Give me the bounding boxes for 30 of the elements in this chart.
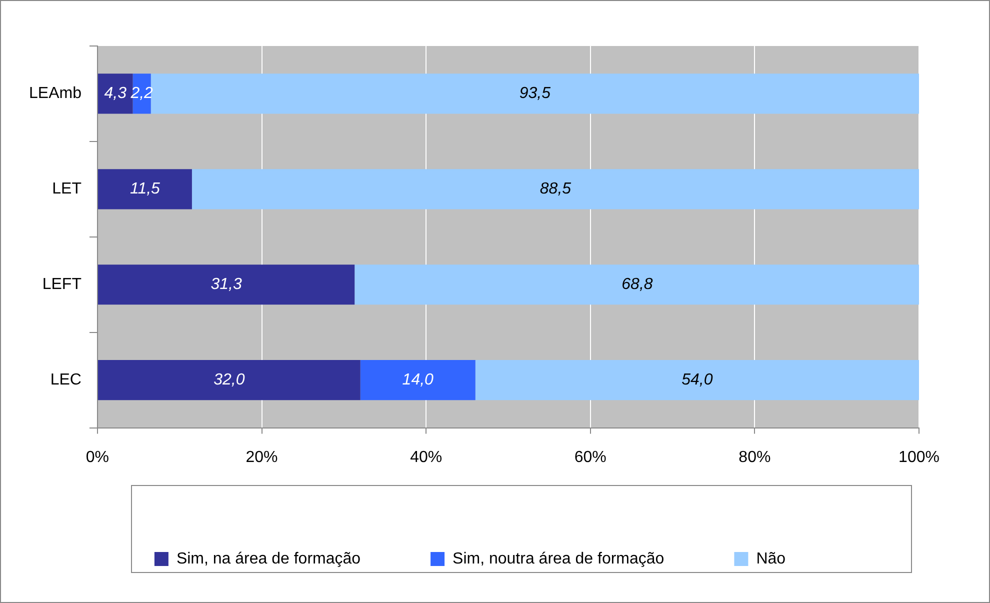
- y-tick-label: LEFT: [42, 276, 82, 294]
- bar: [475, 360, 919, 400]
- legend-label: Sim, noutra área de formação: [452, 550, 664, 568]
- data-label: 14,0: [402, 372, 434, 389]
- data-label: 2,2: [130, 85, 154, 102]
- y-tick-label: LEC: [50, 371, 82, 388]
- bar: [354, 264, 919, 305]
- bar: [98, 360, 360, 400]
- data-label: 31,3: [210, 276, 242, 294]
- y-tick-label: LET: [52, 180, 82, 198]
- y-tick-label: LEAmb: [29, 85, 82, 102]
- legend-label: Sim, na área de formação: [176, 550, 361, 568]
- data-label: 32,0: [214, 372, 245, 389]
- bar: [360, 360, 476, 400]
- data-label: 54,0: [682, 372, 713, 389]
- data-label: 4,3: [104, 85, 127, 102]
- bar: [98, 264, 355, 305]
- data-label: 88,5: [540, 180, 572, 198]
- x-tick-label: 40%: [410, 448, 442, 466]
- bar: [192, 169, 919, 210]
- x-tick-label: 80%: [738, 448, 771, 466]
- data-label: 93,5: [519, 85, 551, 102]
- x-tick-label: 0%: [86, 448, 110, 466]
- legend-label: Não: [756, 550, 786, 568]
- x-tick-label: 20%: [246, 448, 278, 466]
- x-tick-label: 100%: [898, 448, 940, 466]
- data-label: 68,8: [622, 276, 653, 294]
- x-tick-label: 60%: [574, 448, 606, 466]
- data-label: 11,5: [130, 180, 160, 198]
- bar: [98, 169, 192, 210]
